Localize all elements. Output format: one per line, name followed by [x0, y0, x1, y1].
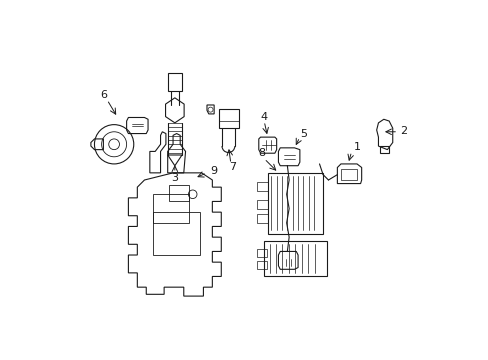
Text: 4: 4 [260, 112, 267, 122]
Text: 3: 3 [171, 173, 178, 183]
Bar [257, 182, 267, 191]
Text: 1: 1 [353, 142, 360, 152]
Bar [169, 185, 189, 202]
Text: 9: 9 [210, 166, 217, 176]
Text: 7: 7 [229, 162, 236, 172]
Text: 8: 8 [258, 148, 264, 158]
Bar [267, 173, 323, 234]
Bar [219, 109, 239, 128]
Text: 6: 6 [100, 90, 107, 100]
Bar [167, 73, 182, 91]
Bar [257, 261, 266, 269]
Bar [257, 214, 267, 223]
Bar [340, 169, 356, 180]
Bar [257, 249, 266, 257]
Bar [264, 241, 326, 276]
Bar [153, 194, 189, 223]
Text: 2: 2 [399, 126, 406, 136]
Text: 5: 5 [299, 129, 306, 139]
Bar [257, 200, 267, 208]
Bar [153, 212, 200, 255]
